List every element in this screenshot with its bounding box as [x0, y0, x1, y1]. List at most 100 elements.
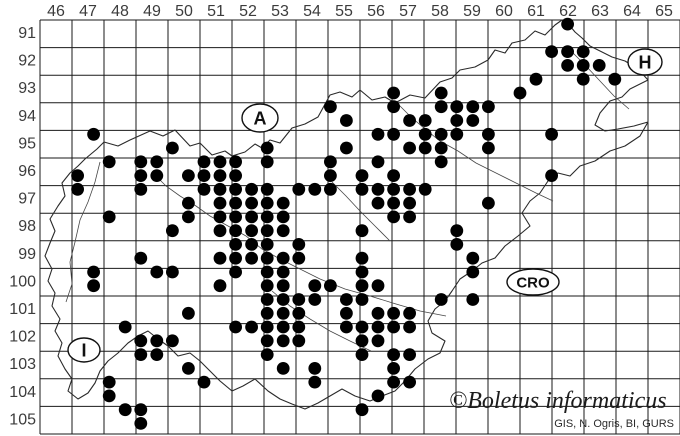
col-label: 59 [463, 3, 481, 20]
occurrence-dot [260, 334, 274, 348]
occurrence-dot [434, 141, 448, 155]
occurrence-dot [102, 155, 116, 169]
row-label: 103 [9, 356, 36, 373]
occurrence-dot [260, 279, 274, 293]
occurrence-dot [387, 320, 400, 334]
occurrence-dot [292, 251, 306, 265]
occurrence-dot [308, 375, 322, 389]
occurrence-dot [576, 72, 590, 86]
occurrence-dot [260, 141, 274, 155]
occurrence-dot [182, 210, 195, 224]
country-label: A [254, 108, 267, 128]
occurrence-dot [561, 45, 574, 58]
occurrence-dot [466, 114, 480, 127]
occurrence-dot [450, 224, 464, 238]
col-label: 57 [399, 3, 417, 20]
occurrence-dot [292, 334, 306, 348]
row-label: 98 [18, 218, 36, 235]
row-label: 96 [18, 163, 36, 180]
occurrence-dot [340, 293, 353, 306]
occurrence-dot [308, 362, 322, 375]
occurrence-dot [276, 210, 290, 224]
occurrence-dot [450, 114, 464, 127]
col-label: 62 [559, 3, 577, 20]
occurrence-dot [387, 182, 400, 196]
col-label: 49 [143, 3, 161, 20]
occurrence-dot [213, 155, 227, 169]
occurrence-dot [276, 320, 290, 334]
occurrence-dot [371, 279, 385, 293]
col-label: 65 [655, 3, 673, 20]
row-label: 92 [18, 53, 36, 70]
occurrence-dot [213, 224, 227, 238]
occurrence-dot [576, 59, 590, 72]
occurrence-dot [324, 279, 337, 293]
col-label: 50 [175, 3, 193, 20]
occurrence-dot [213, 169, 227, 183]
occurrence-dot [245, 182, 258, 196]
occurrence-dot [403, 196, 416, 210]
row-label: 91 [18, 25, 36, 42]
occurrence-dot [387, 196, 400, 210]
occurrence-dot [545, 169, 558, 183]
occurrence-dot [482, 196, 495, 210]
occurrence-dot [71, 169, 84, 183]
occurrence-dot [292, 293, 306, 306]
occurrence-dot [529, 72, 543, 86]
country-oval [627, 48, 663, 76]
occurrence-dot [434, 155, 448, 169]
occurrence-dot [166, 334, 179, 348]
occurrence-dot [355, 320, 369, 334]
occurrence-dot [260, 224, 274, 238]
occurrence-dot [229, 196, 243, 210]
occurrence-dot [387, 348, 400, 361]
occurrence-dot [229, 251, 243, 265]
occurrence-dot [134, 251, 148, 265]
occurrence-dot [150, 155, 164, 169]
occurrence-dot [561, 59, 574, 72]
occurrence-dot [466, 265, 480, 279]
occurrence-dot [245, 196, 258, 210]
occurrence-dot [276, 334, 290, 348]
col-label: 52 [239, 3, 257, 20]
occurrence-dot [324, 155, 337, 169]
occurrence-dot [150, 169, 164, 183]
occurrence-dot [355, 403, 369, 417]
occurrence-dot [324, 100, 337, 114]
occurrence-dot [371, 320, 385, 334]
col-label: 53 [271, 3, 289, 20]
occurrence-dot [355, 265, 369, 279]
occurrence-dot [260, 210, 274, 224]
country-border-outline [44, 19, 649, 410]
row-label: 94 [18, 108, 36, 125]
occurrence-dot [387, 100, 400, 114]
occurrence-dot [482, 127, 495, 141]
col-label: 46 [47, 3, 65, 20]
row-label: 100 [9, 273, 36, 290]
row-label: 93 [18, 80, 36, 97]
occurrence-dot [150, 334, 164, 348]
occurrence-dot [355, 169, 369, 183]
occurrence-dot [166, 265, 179, 279]
occurrence-dot [276, 224, 290, 238]
occurrence-dot [166, 141, 179, 155]
occurrence-dot [102, 210, 116, 224]
occurrence-dot [182, 362, 195, 375]
occurrence-dot [213, 196, 227, 210]
occurrence-dot [387, 210, 400, 224]
occurrence-dot [466, 293, 480, 306]
occurrence-dot [387, 86, 400, 100]
occurrence-dot [292, 238, 306, 251]
occurrence-dot [260, 293, 274, 306]
row-label: 105 [9, 411, 36, 428]
occurrence-dot [403, 114, 416, 127]
occurrence-dot [371, 389, 385, 403]
occurrence-dot [292, 182, 306, 196]
occurrence-dot [355, 224, 369, 238]
occurrence-dot [197, 155, 211, 169]
occurrence-dot [134, 403, 148, 417]
occurrence-dot [576, 45, 590, 58]
occurrence-dot [182, 169, 195, 183]
country-label: CRO [516, 274, 550, 291]
